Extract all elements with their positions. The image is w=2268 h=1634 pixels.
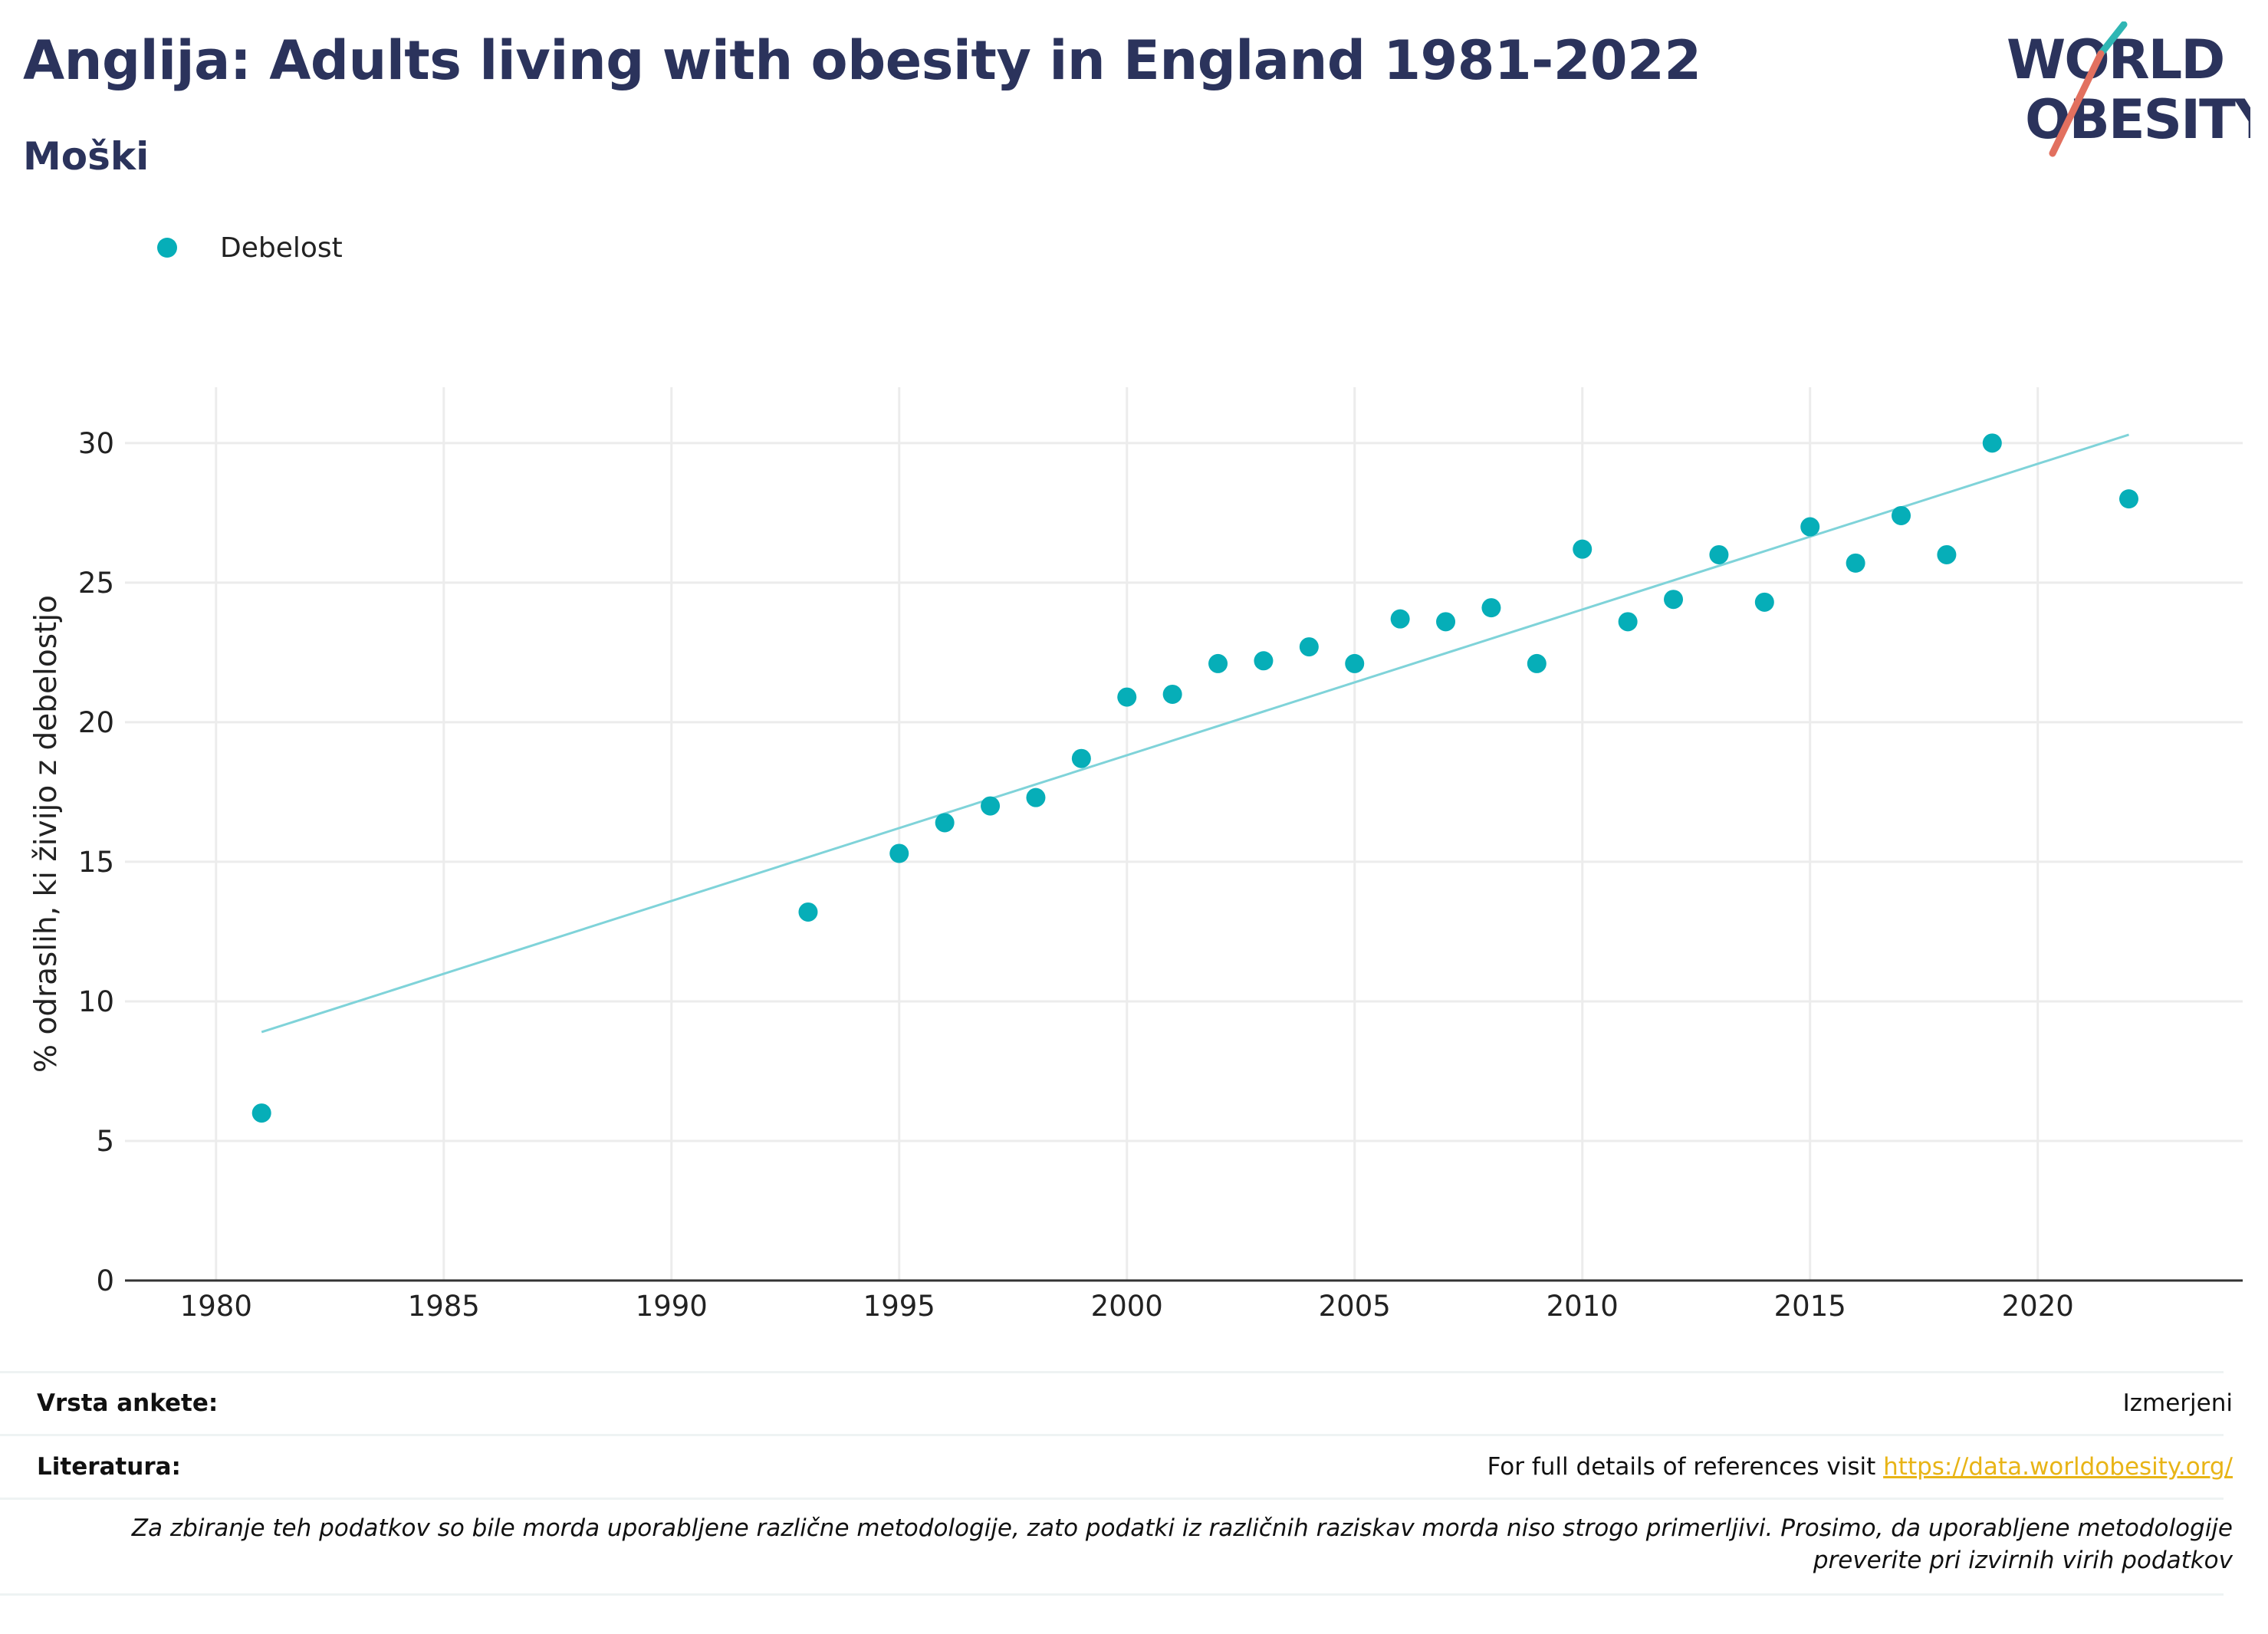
survey-type-value: Izmerjeni	[2122, 1389, 2233, 1417]
chart-subtitle: Moški	[23, 134, 150, 179]
footer-survey-row: Vrsta ankete: Izmerjeni	[23, 1389, 2247, 1428]
data-point	[1754, 592, 1774, 612]
x-tick-label: 2010	[1547, 1290, 1619, 1323]
chart-title: Anglija: Adults living with obesity in E…	[23, 29, 1701, 92]
survey-type-label: Vrsta ankete:	[37, 1389, 219, 1417]
data-point	[1162, 684, 1182, 704]
data-point	[1117, 687, 1137, 707]
footer-divider-2	[0, 1498, 2224, 1500]
data-point	[1436, 612, 1456, 632]
y-tick-label: 20	[78, 706, 114, 739]
data-point	[1800, 517, 1820, 537]
data-point	[935, 813, 955, 833]
footer-divider-bottom	[0, 1593, 2224, 1596]
world-obesity-logo: WORLD OBESITY	[2007, 21, 2250, 157]
legend-marker	[157, 238, 177, 258]
logo-slash-top	[2097, 21, 2128, 58]
y-tick-label: 0	[96, 1264, 114, 1297]
data-point	[1071, 748, 1091, 768]
x-tick-label: 2020	[2002, 1290, 2074, 1323]
logo-slash-bottom	[2049, 50, 2105, 157]
legend-label: Debelost	[220, 232, 343, 264]
references-value: For full details of references visit htt…	[1487, 1453, 2233, 1481]
x-tick-label: 1980	[180, 1290, 252, 1323]
data-point	[889, 843, 909, 863]
data-point	[1982, 433, 2002, 453]
x-tick-label: 2005	[1319, 1290, 1391, 1323]
data-point	[1664, 590, 1684, 610]
references-link[interactable]: https://data.worldobesity.org/	[1883, 1453, 2233, 1481]
data-point	[1709, 544, 1729, 564]
data-point	[1254, 651, 1274, 671]
data-point	[1345, 653, 1365, 673]
y-axis-title: % odraslih, ki živijo z debelostjo	[29, 595, 64, 1073]
data-point	[1618, 612, 1638, 632]
footer-divider-1	[0, 1434, 2224, 1436]
data-point	[1390, 609, 1410, 629]
data-point	[981, 796, 1001, 816]
footer-note-row: Za zbiranje teh podatkov so bile morda u…	[23, 1512, 2247, 1589]
data-point	[1573, 539, 1593, 559]
y-tick-label: 25	[78, 567, 114, 600]
x-tick-label: 1990	[636, 1290, 708, 1323]
data-point	[2119, 489, 2139, 509]
y-tick-label: 15	[78, 846, 114, 879]
references-label: Literatura:	[37, 1453, 181, 1481]
x-tick-label: 2000	[1091, 1290, 1163, 1323]
data-point	[1892, 505, 1911, 525]
methodology-note: Za zbiranje teh podatkov so bile morda u…	[131, 1514, 2233, 1574]
chart-legend: Debelost	[157, 228, 343, 267]
data-point	[1208, 653, 1228, 673]
scatter-chart: 1980 1985 1990 1995 2000 2005 2010 2015 20200510…	[29, 387, 2243, 1323]
footer-refs-row: Literatura: For full details of referenc…	[23, 1453, 2247, 1491]
y-tick-label: 30	[78, 427, 114, 460]
data-point	[1527, 653, 1547, 673]
footer-divider-top	[0, 1371, 2224, 1373]
data-point	[1481, 598, 1501, 618]
data-point	[1299, 637, 1319, 657]
trend-line	[261, 433, 2129, 1034]
y-tick-label: 5	[96, 1125, 114, 1158]
x-tick-label: 2015	[1774, 1290, 1846, 1323]
y-tick-label: 10	[78, 985, 114, 1018]
data-point	[1846, 553, 1865, 573]
x-tick-label: 1985	[408, 1290, 480, 1323]
data-point	[798, 902, 818, 922]
references-text: For full details of references visit	[1487, 1453, 1884, 1481]
data-point	[1026, 787, 1046, 807]
x-tick-label: 1995	[863, 1290, 935, 1323]
data-point	[251, 1103, 271, 1123]
data-point	[1937, 544, 1957, 564]
